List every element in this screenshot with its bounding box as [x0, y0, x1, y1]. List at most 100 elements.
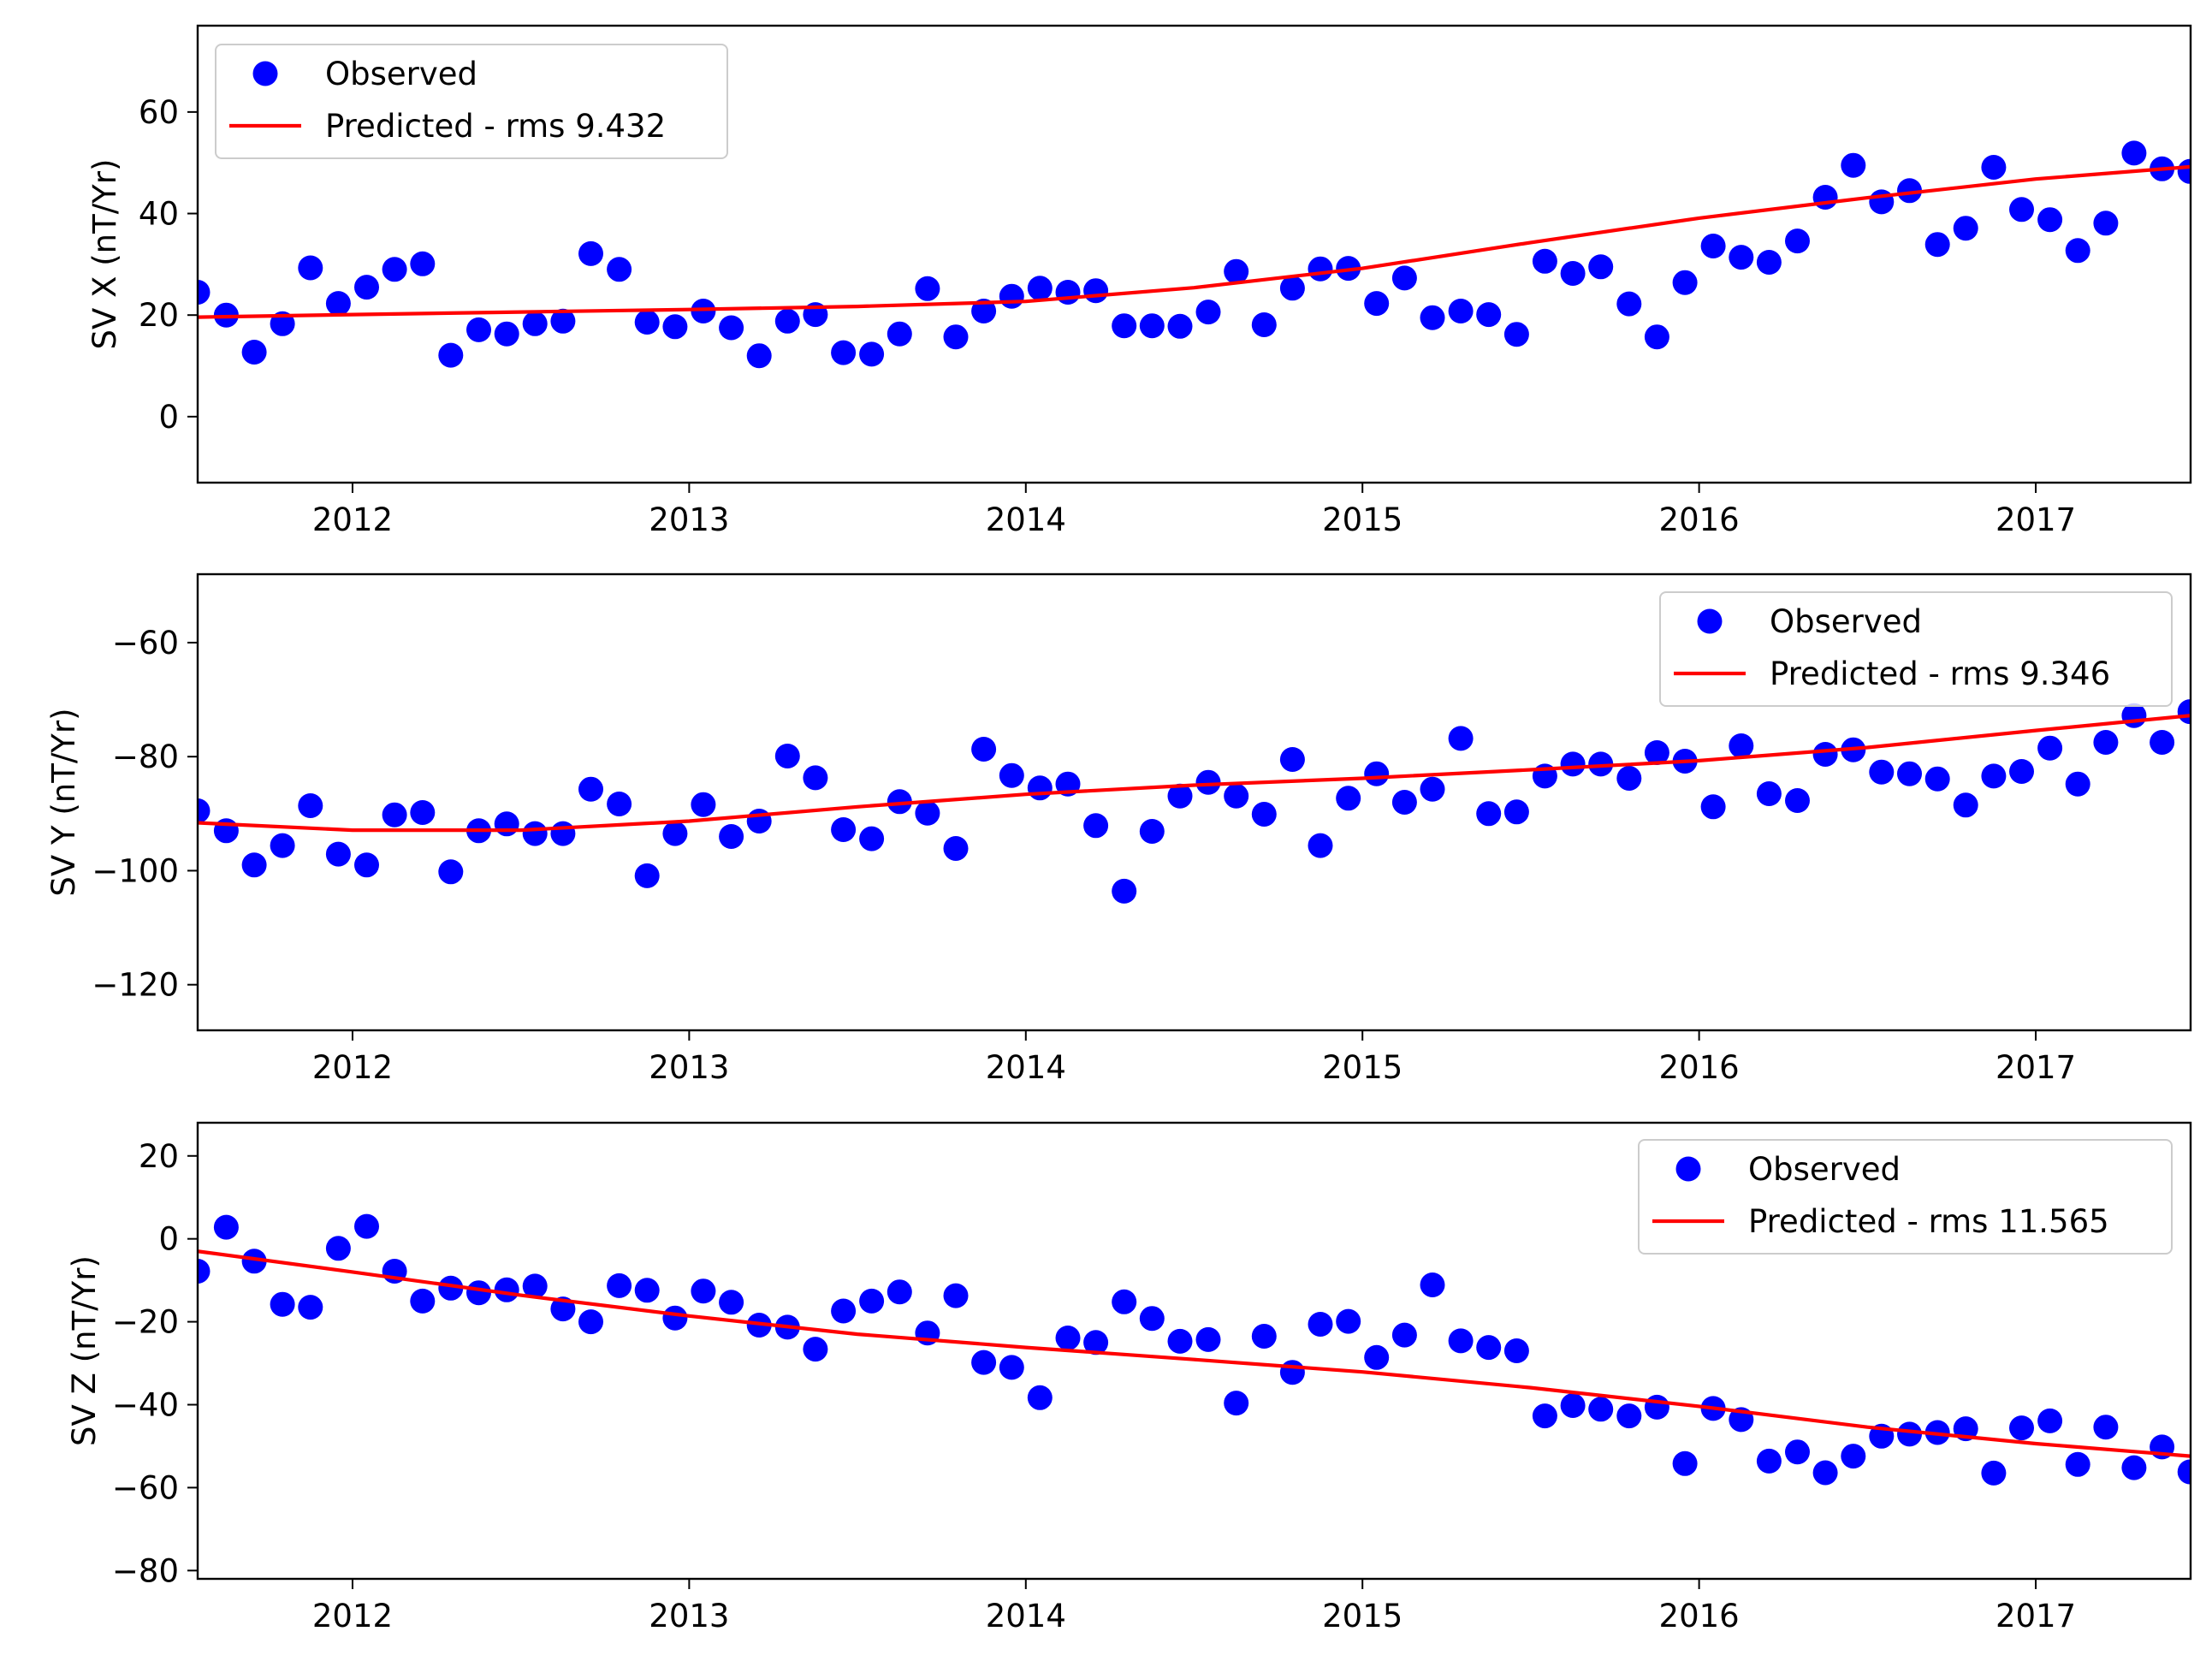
- y-tick-label-x-0: 0: [158, 399, 179, 436]
- legend-label-z-0: Observed: [1748, 1151, 1901, 1188]
- observed-point-x-60: [1869, 189, 1895, 215]
- predicted-line-y: [198, 714, 2191, 833]
- observed-point-y-70: [2150, 730, 2175, 755]
- observed-point-x-26: [915, 276, 940, 301]
- observed-point-x-31: [1055, 280, 1081, 305]
- observed-point-z-22: [803, 1337, 828, 1362]
- observed-point-z-53: [1672, 1450, 1698, 1476]
- y-tick-label-x-1: 20: [139, 297, 179, 334]
- observed-point-x-13: [550, 308, 576, 334]
- observed-point-z-71: [2177, 1459, 2191, 1485]
- observed-point-y-3: [270, 833, 295, 858]
- observed-point-y-25: [887, 789, 912, 815]
- observed-point-y-45: [1448, 726, 1474, 751]
- observed-point-x-48: [1532, 248, 1557, 274]
- observed-point-z-14: [578, 1309, 603, 1335]
- observed-point-x-20: [746, 343, 772, 369]
- x-tick-label-x-5: 2017: [1996, 501, 2076, 538]
- observed-point-x-5: [325, 291, 351, 317]
- observed-point-z-57: [1785, 1439, 1810, 1465]
- observed-point-x-39: [1279, 276, 1305, 301]
- observed-point-y-30: [1027, 775, 1053, 801]
- observed-point-x-51: [1616, 291, 1642, 317]
- observed-point-z-42: [1364, 1344, 1390, 1370]
- y-axis-label-x: SV X (nT/Yr): [86, 159, 123, 350]
- observed-point-x-66: [2037, 207, 2063, 233]
- legend-label-y-0: Observed: [1770, 603, 1922, 640]
- observed-point-z-36: [1195, 1326, 1221, 1352]
- plot-area-x: [198, 140, 2191, 369]
- observed-point-y-5: [325, 841, 351, 867]
- y-tick-label-y-3: −60: [112, 625, 179, 661]
- observed-point-x-29: [999, 283, 1024, 309]
- observed-point-x-53: [1672, 270, 1698, 295]
- observed-point-y-27: [943, 836, 969, 861]
- x-tick-label-x-0: 2012: [312, 501, 393, 538]
- observed-point-y-46: [1476, 801, 1502, 827]
- observed-point-x-47: [1503, 322, 1529, 347]
- observed-point-y-14: [578, 776, 603, 802]
- observed-point-x-8: [410, 251, 436, 276]
- observed-point-y-17: [662, 821, 688, 846]
- observed-point-x-2: [241, 340, 267, 365]
- observed-point-z-5: [325, 1236, 351, 1261]
- observed-point-x-34: [1139, 313, 1165, 339]
- legend-x: Observed Predicted - rms 9.432: [215, 44, 728, 159]
- observed-point-x-24: [859, 341, 885, 367]
- observed-point-z-1: [213, 1214, 239, 1240]
- observed-point-y-29: [999, 762, 1024, 788]
- observed-point-x-43: [1391, 265, 1417, 291]
- observed-point-x-10: [466, 317, 491, 342]
- observed-point-y-49: [1560, 751, 1586, 777]
- observed-point-y-35: [1167, 783, 1193, 809]
- observed-point-y-20: [746, 809, 772, 833]
- observed-point-z-35: [1167, 1328, 1193, 1354]
- observed-point-z-23: [831, 1298, 857, 1324]
- observed-point-y-44: [1420, 776, 1445, 802]
- axes-frame-y: [196, 572, 2192, 1032]
- y-tick-label-z-4: 0: [158, 1221, 179, 1258]
- observed-point-x-7: [382, 257, 407, 282]
- x-tick-label-z-2: 2014: [986, 1598, 1066, 1634]
- observed-point-x-15: [607, 257, 632, 282]
- observed-point-x-61: [1897, 178, 1922, 204]
- observed-point-y-41: [1336, 786, 1361, 811]
- observed-point-z-3: [270, 1291, 295, 1317]
- observed-point-z-45: [1448, 1328, 1474, 1354]
- observed-point-y-0: [198, 798, 211, 823]
- legend-z: Observed Predicted - rms 11.565: [1638, 1139, 2173, 1255]
- observed-point-z-41: [1336, 1308, 1361, 1334]
- y-tick-label-x-3: 60: [139, 94, 179, 131]
- observed-point-x-23: [831, 340, 857, 365]
- observed-point-x-63: [1953, 216, 1978, 241]
- observed-point-x-50: [1588, 254, 1614, 280]
- x-tick-label-x-2: 2014: [986, 501, 1066, 538]
- legend-box-z: [1638, 1139, 2173, 1255]
- observed-point-y-55: [1729, 733, 1754, 758]
- observed-point-x-56: [1756, 250, 1782, 275]
- observed-point-x-25: [887, 321, 912, 347]
- observed-point-y-21: [774, 744, 800, 768]
- y-tick-label-x-2: 40: [139, 196, 179, 233]
- observed-point-x-0: [198, 280, 211, 305]
- observed-point-z-10: [466, 1280, 491, 1306]
- observed-point-x-17: [662, 314, 688, 340]
- observed-point-x-57: [1785, 228, 1810, 254]
- observed-point-y-11: [494, 811, 519, 837]
- observed-point-z-15: [607, 1272, 632, 1298]
- observed-point-z-2: [241, 1249, 267, 1274]
- y-tick-label-y-2: −80: [112, 739, 179, 775]
- observed-point-x-71: [2177, 158, 2191, 184]
- observed-point-x-67: [2065, 238, 2090, 264]
- plot-area-y: [198, 699, 2191, 904]
- observed-point-x-30: [1027, 276, 1053, 301]
- observed-point-z-17: [662, 1305, 688, 1331]
- observed-point-x-14: [578, 240, 603, 266]
- x-tick-label-y-1: 2013: [649, 1049, 729, 1086]
- observed-point-z-69: [2121, 1455, 2147, 1480]
- observed-point-z-19: [719, 1290, 744, 1315]
- observed-point-z-9: [438, 1275, 464, 1301]
- observed-point-z-59: [1841, 1444, 1866, 1469]
- y-tick-label-y-1: −100: [92, 852, 179, 889]
- legend-label-z-1: Predicted - rms 11.565: [1748, 1203, 2109, 1240]
